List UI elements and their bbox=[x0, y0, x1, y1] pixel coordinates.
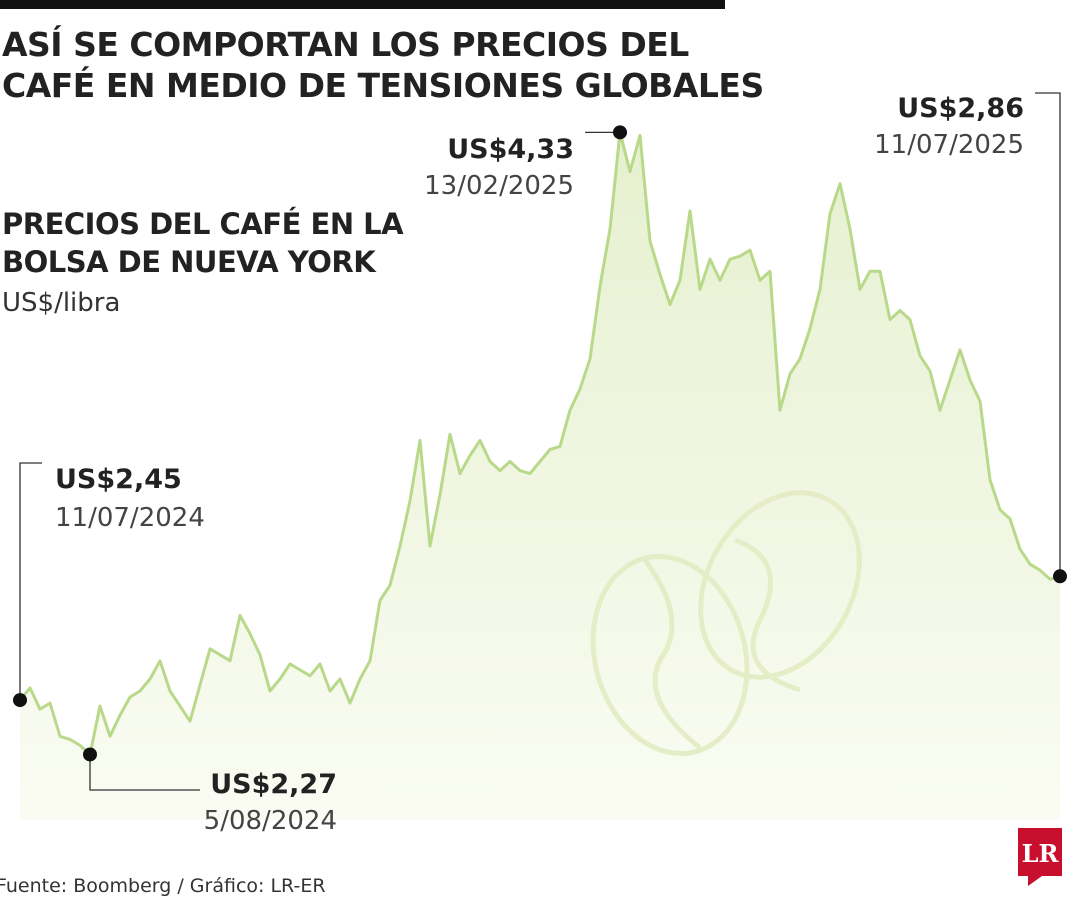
leader-line bbox=[89, 754, 200, 791]
subtitle: BOLSA DE NUEVA YORK bbox=[2, 245, 377, 279]
top-bar bbox=[0, 0, 725, 9]
logo: LR bbox=[1022, 839, 1060, 868]
point-marker bbox=[13, 693, 27, 708]
annotation-value: US$2,86 bbox=[897, 93, 1024, 124]
point-marker bbox=[1053, 569, 1067, 584]
source: Fuente: Boomberg / Gráfico: LR-ER bbox=[0, 875, 326, 897]
leader-line bbox=[1035, 92, 1061, 577]
plot bbox=[18, 130, 1061, 821]
point-marker bbox=[83, 747, 97, 762]
coffee-beans bbox=[590, 490, 862, 757]
chart-title: CAFÉ EN MEDIO DE TENSIONES GLOBALES bbox=[2, 65, 764, 105]
annotation-value: US$4,33 bbox=[447, 134, 574, 165]
subtitle: PRECIOS DEL CAFÉ EN LA bbox=[2, 207, 404, 241]
annotation-date: 11/07/2024 bbox=[55, 503, 205, 533]
annotation-date: 11/07/2025 bbox=[874, 130, 1024, 160]
annotation-date: 13/02/2025 bbox=[424, 171, 574, 201]
annotation-value: US$2,45 bbox=[55, 464, 182, 495]
point-marker bbox=[613, 125, 627, 140]
annotation-value: US$2,27 bbox=[210, 769, 337, 800]
area bbox=[20, 132, 1060, 821]
price-line bbox=[18, 130, 1061, 756]
leader-line bbox=[19, 462, 42, 701]
unit: US$/libra bbox=[2, 288, 120, 318]
chart-title: ASÍ SE COMPORTAN LOS PRECIOS DEL bbox=[2, 24, 689, 64]
logo-box bbox=[1018, 828, 1062, 886]
annotation-date: 5/08/2024 bbox=[204, 806, 337, 836]
